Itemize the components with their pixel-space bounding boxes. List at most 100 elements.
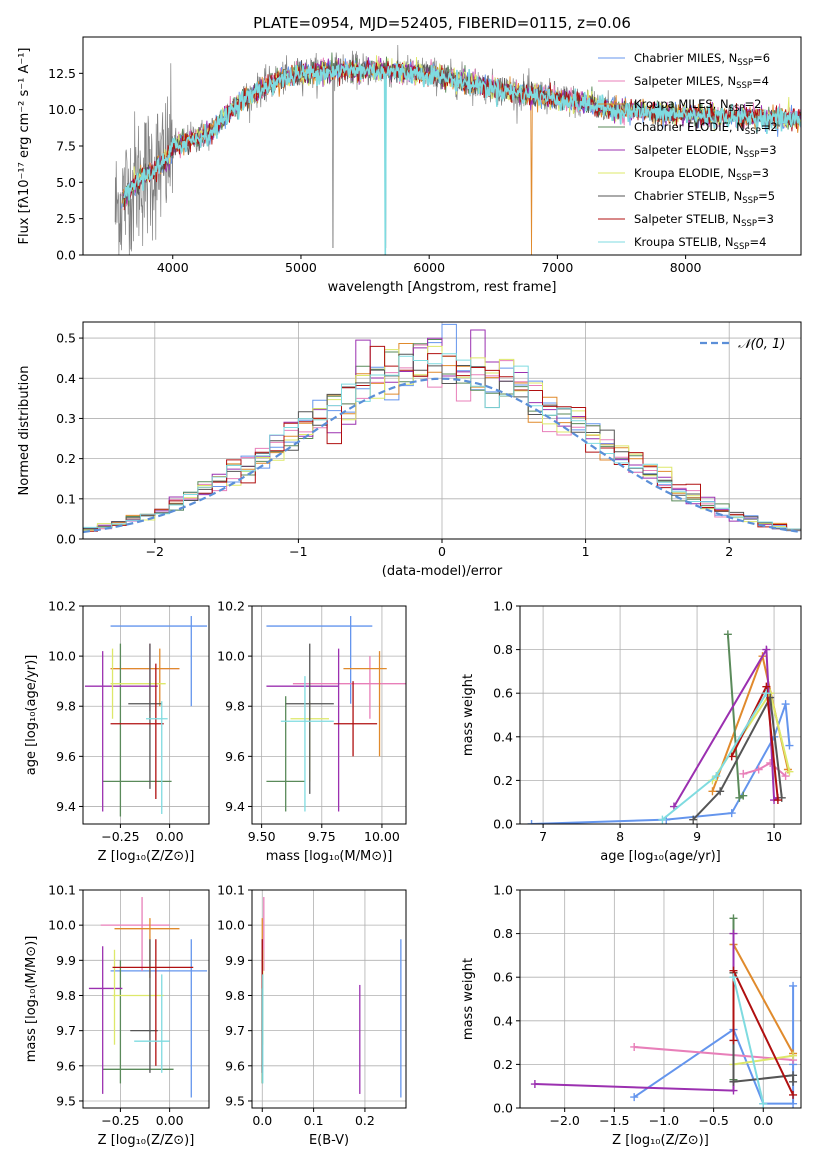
y-tick-label: 10.1 xyxy=(48,883,76,898)
data-point-marker xyxy=(789,1077,798,1086)
y-axis-label: age [log₁₀(age/yr)] xyxy=(24,655,39,776)
data-point-marker xyxy=(729,1077,738,1086)
y-tick-label: 9.8 xyxy=(56,988,76,1003)
data-point-marker xyxy=(754,765,763,774)
plot-area xyxy=(261,897,402,1098)
data-point-marker xyxy=(729,914,738,923)
y-tick-label: 12.5 xyxy=(48,66,76,81)
legend-entry: Kroupa ELODIE, NSSP=3 xyxy=(634,166,769,183)
y-tick-label: 7.5 xyxy=(56,139,76,154)
data-point-marker xyxy=(739,791,748,800)
y-tick-label: 0.4 xyxy=(493,1013,513,1028)
histogram-step-line xyxy=(83,353,801,530)
data-point-marker xyxy=(785,741,794,750)
plot-frame xyxy=(82,605,210,825)
x-axis-label: Z [log₁₀(Z/Z⊙)] xyxy=(98,849,195,864)
y-tick-label: 10.0 xyxy=(217,918,245,933)
y-tick-label: 9.4 xyxy=(56,799,76,814)
plot-frame xyxy=(519,605,802,825)
y-axis-label: mass [log₁₀(M/M⊙)] xyxy=(24,936,39,1063)
x-tick-label: 10.00 xyxy=(364,829,400,844)
y-tick-label: 9.4 xyxy=(225,799,245,814)
y-tick-label: 9.8 xyxy=(225,699,245,714)
chart-mass_vs_z: −0.25 0.00 9.5 9.6 9.7 9.8 9.9 10.0 10.1 Z [log₁₀… xyxy=(24,883,210,1148)
x-tick-label: −0.5 xyxy=(698,1113,728,1128)
x-tick-label: 9.75 xyxy=(308,829,336,844)
y-tick-label: 10.1 xyxy=(217,883,245,898)
data-point-marker xyxy=(773,796,782,805)
y-tick-label: 9.5 xyxy=(225,1093,245,1108)
data-point-marker xyxy=(729,929,738,938)
x-tick-label: 0.1 xyxy=(304,1113,324,1128)
legend-entry: Chabrier STELIB, NSSP=5 xyxy=(634,189,775,206)
chart-weight_vs_z: −2.0 −1.5 −1.0 −0.5 0.0 0.0 0.2 0.4 0.6 0.8 1.0 Z [… xyxy=(461,883,802,1148)
x-tick-label: 0.00 xyxy=(156,1113,184,1128)
mass-weight-line xyxy=(673,646,779,808)
y-tick-label: 9.7 xyxy=(56,1023,76,1038)
y-tick-label: 0.2 xyxy=(493,773,513,788)
mass-weight-line xyxy=(732,944,794,1054)
y-tick-label: 0.0 xyxy=(56,532,76,547)
legend-entry: Chabrier MILES, NSSP=6 xyxy=(634,51,770,68)
y-tick-label: 9.6 xyxy=(56,749,76,764)
y-tick-label: 0.6 xyxy=(493,970,513,985)
data-point-marker xyxy=(729,1036,738,1045)
data-point-marker xyxy=(759,1099,768,1108)
x-tick-label: 0 xyxy=(438,544,446,559)
x-tick-label: 6000 xyxy=(413,260,445,275)
data-point-marker xyxy=(781,772,790,781)
x-tick-label: −1 xyxy=(289,544,307,559)
x-tick-label: −0.25 xyxy=(101,1113,139,1128)
y-tick-label: 9.8 xyxy=(56,699,76,714)
x-axis-label: wavelength [Angstrom, rest frame] xyxy=(328,280,557,295)
histogram-step-line xyxy=(83,344,801,531)
y-tick-label: 0.2 xyxy=(56,451,76,466)
x-tick-label: 0.00 xyxy=(156,829,184,844)
y-tick-label: 0.6 xyxy=(493,686,513,701)
legend-entry: Salpeter STELIB, NSSP=3 xyxy=(634,212,774,229)
x-tick-label: 2 xyxy=(725,544,733,559)
y-tick-label: 10.0 xyxy=(48,918,76,933)
y-tick-label: 0.3 xyxy=(56,411,76,426)
y-tick-label: 9.9 xyxy=(225,953,245,968)
data-point-marker xyxy=(789,981,798,990)
y-tick-label: 0.8 xyxy=(493,926,513,941)
data-point-marker xyxy=(789,1051,798,1060)
data-point-marker xyxy=(727,809,736,818)
x-tick-label: 10 xyxy=(766,829,782,844)
y-tick-label: 0.5 xyxy=(56,331,76,346)
y-tick-label: 0.0 xyxy=(493,817,513,832)
normal-reference-curve xyxy=(83,377,801,534)
x-tick-label: 8000 xyxy=(670,260,702,275)
histogram-step-line xyxy=(83,345,801,531)
chart-residual_histogram: 𝒩(0, 1) −2 −1 0 1 2 0.0 0.1 0.2 0.3 0.4 0.5 (data-mo… xyxy=(17,321,802,579)
x-tick-label: −0.25 xyxy=(101,829,139,844)
x-axis-label: (data-model)/error xyxy=(382,564,503,579)
x-tick-label: 9.50 xyxy=(248,829,276,844)
chart-spectrum: Chabrier MILES, NSSP=6 Salpeter MILES, NS… xyxy=(17,36,802,295)
y-tick-label: 9.8 xyxy=(225,988,245,1003)
x-tick-label: 5000 xyxy=(285,260,317,275)
mass-weight-line xyxy=(531,703,791,824)
data-point-marker xyxy=(762,689,771,698)
chart-age_vs_mass: 9.50 9.75 10.00 9.4 9.6 9.8 10.0 10.2 mass [log₁… xyxy=(217,599,407,864)
x-tick-label: 7000 xyxy=(541,260,573,275)
mass-weight-line xyxy=(732,976,765,1104)
data-point-marker xyxy=(729,1086,738,1095)
y-axis-label: mass weight xyxy=(461,674,476,756)
y-tick-label: 0.4 xyxy=(56,371,76,386)
plot-frame xyxy=(82,889,210,1109)
y-tick-label: 0.2 xyxy=(493,1057,513,1072)
y-tick-label: 10.0 xyxy=(48,102,76,117)
y-tick-label: 1.0 xyxy=(493,883,513,898)
x-axis-label: age [log₁₀(age/yr)] xyxy=(600,849,721,864)
x-tick-label: −2.0 xyxy=(550,1113,580,1128)
legend-entry: Salpeter MILES, NSSP=4 xyxy=(634,74,769,91)
plot-frame xyxy=(251,605,407,825)
x-tick-label: 1 xyxy=(582,544,590,559)
y-axis-label: Normed distribution xyxy=(17,366,32,496)
mass-weight-line xyxy=(634,1046,794,1061)
plot-frame xyxy=(519,889,802,1109)
data-point-marker xyxy=(712,772,721,781)
y-tick-label: 9.7 xyxy=(225,1023,245,1038)
